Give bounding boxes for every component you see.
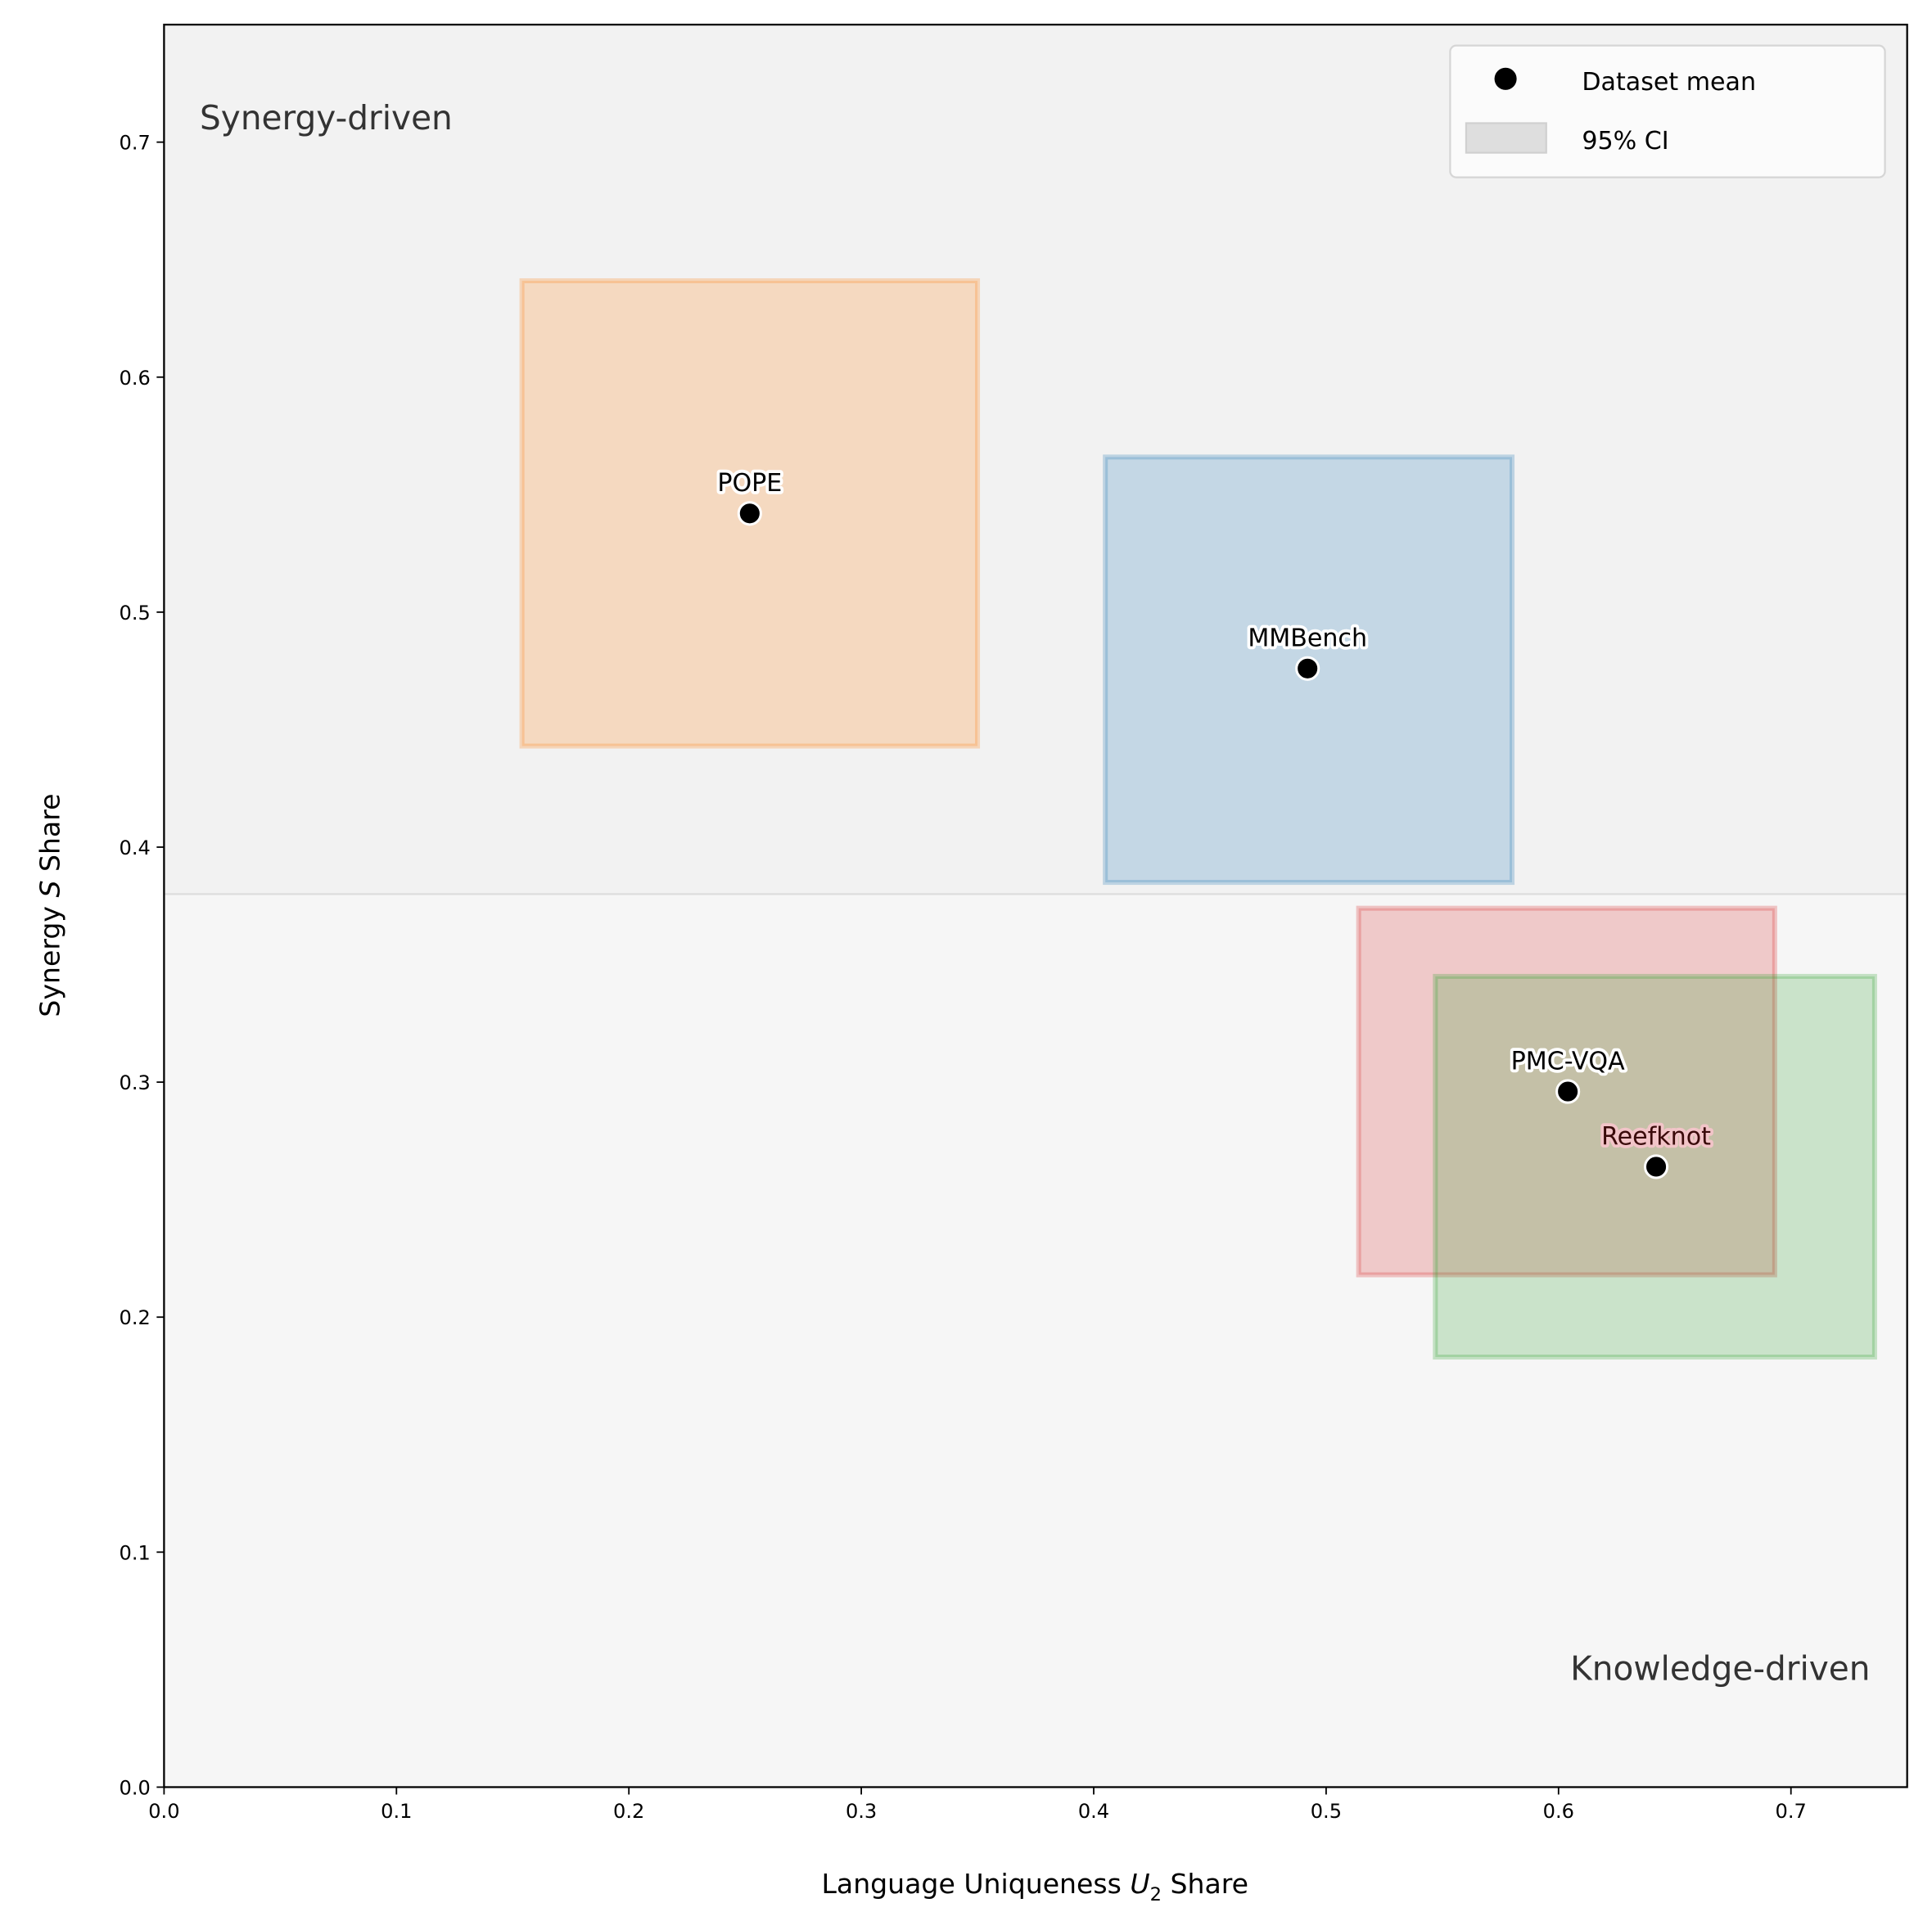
x-tick-label: 0.2 [613,1800,644,1823]
y-axis-label: Synergy S Share [34,793,65,1017]
point-label-pope: POPE [717,469,782,498]
region-label-knowledge: Knowledge-driven [1570,1649,1870,1689]
mean-point-pmc-vqa [1555,1079,1581,1104]
mean-point-pope [737,501,762,526]
region-knowledge-bg [164,894,1907,1788]
region-label-synergy: Synergy-driven [200,98,453,138]
legend-dot-icon [1494,67,1517,90]
plot-frame [163,23,1908,1788]
legend-label-mean: Dataset mean [1582,68,1756,97]
x-tick-label: 0.0 [148,1800,179,1823]
y-tick-label: 0.1 [120,1541,151,1564]
y-tick-label: 0.7 [120,132,151,155]
x-tick-label: 0.3 [846,1800,877,1823]
mean-point-reefknot [1643,1154,1669,1179]
y-tick-label: 0.4 [120,836,151,859]
x-tick-label: 0.5 [1311,1800,1342,1823]
y-tick-label: 0.6 [120,367,151,390]
x-axis-label: Language Uniqueness U2 Share [821,1868,1248,1905]
y-tick-label: 0.2 [120,1306,151,1329]
legend-frame [1449,44,1886,178]
point-label-pmc-vqa: PMC-VQA [1511,1048,1625,1076]
point-label-mmbench: MMBench [1248,625,1367,653]
x-tick-label: 0.7 [1776,1800,1807,1823]
x-tick-label: 0.1 [381,1800,412,1823]
legend: Dataset mean 95% CI [1449,44,1886,178]
legend-box-icon [1465,122,1547,154]
x-tick-label: 0.6 [1543,1800,1574,1823]
y-tick-label: 0.5 [120,602,151,625]
point-label-reefknot: Reefknot [1601,1122,1711,1151]
y-tick-label: 0.3 [120,1071,151,1094]
legend-label-ci: 95% CI [1582,127,1668,156]
mean-point-mmbench [1295,656,1320,681]
x-tick-label: 0.4 [1078,1800,1109,1823]
y-tick-label: 0.0 [120,1776,151,1799]
